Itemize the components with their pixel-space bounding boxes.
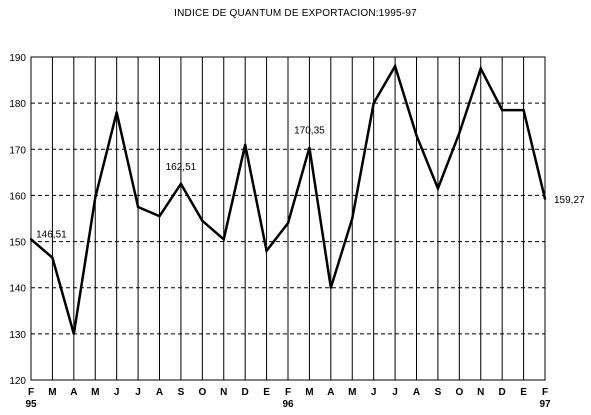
x-tick-label: O [455, 387, 463, 398]
data-label: 162,51 [166, 162, 197, 173]
x-tick-label: J [114, 387, 120, 398]
data-point [458, 131, 461, 135]
x-year-label: 95 [25, 399, 37, 410]
x-tick-label: N [477, 387, 484, 398]
data-point [115, 111, 118, 114]
data-point [243, 143, 247, 146]
x-tick-label: M [348, 387, 356, 398]
x-tick-label: A [327, 387, 334, 398]
data-point [136, 205, 140, 209]
data-label: 159,27 [554, 195, 585, 206]
data-point [329, 286, 333, 289]
x-tick-label: F [285, 387, 291, 398]
data-label: 146,51 [36, 230, 67, 241]
x-tick-label: A [156, 387, 163, 398]
chart-title: INDICE DE QUANTUM DE EXPORTACION:1995-97 [174, 8, 417, 19]
data-point [372, 101, 375, 105]
x-tick-label: M [305, 387, 313, 398]
x-tick-label: E [263, 387, 270, 398]
x-tick-label: J [135, 387, 141, 398]
data-point [222, 238, 225, 241]
x-tick-label: S [435, 387, 442, 398]
data-point [286, 221, 290, 225]
x-tick-label: J [392, 387, 398, 398]
data-point [393, 65, 397, 68]
x-tick-label: A [70, 387, 77, 398]
data-label: 170,35 [294, 126, 325, 137]
y-tick-label: 180 [9, 99, 26, 110]
x-tick-label: E [520, 387, 527, 398]
data-point [415, 134, 418, 137]
y-tick-label: 160 [9, 191, 26, 202]
x-year-label: 97 [539, 399, 551, 410]
data-point [94, 196, 97, 199]
x-tick-label: S [178, 387, 185, 398]
x-tick-label: D [499, 387, 506, 398]
x-tick-label: M [91, 387, 99, 398]
x-tick-label: J [371, 387, 377, 398]
data-point [51, 256, 54, 259]
data-point [72, 332, 76, 336]
x-tick-label: O [198, 387, 206, 398]
x-tick-label: F [542, 387, 548, 398]
data-point [436, 187, 440, 190]
y-tick-label: 170 [9, 145, 26, 156]
y-tick-label: 190 [9, 53, 26, 64]
data-point [500, 108, 504, 112]
data-point [201, 219, 204, 223]
data-point [308, 146, 311, 149]
y-tick-label: 140 [9, 284, 26, 295]
data-point [29, 238, 33, 241]
data-point [158, 214, 161, 218]
x-tick-label: D [242, 387, 249, 398]
data-point [351, 217, 354, 220]
data-point [543, 197, 547, 200]
data-point [479, 67, 482, 70]
y-tick-label: 150 [9, 238, 26, 249]
x-tick-label: F [28, 387, 34, 398]
data-point [265, 249, 268, 252]
x-tick-label: A [413, 387, 420, 398]
x-year-label: 96 [282, 399, 294, 410]
x-tick-label: M [48, 387, 56, 398]
y-tick-label: 130 [9, 330, 26, 341]
data-point [522, 108, 525, 112]
x-tick-label: N [220, 387, 227, 398]
data-point [179, 182, 183, 186]
y-tick-label: 120 [9, 376, 26, 387]
plot-frame [30, 56, 546, 381]
